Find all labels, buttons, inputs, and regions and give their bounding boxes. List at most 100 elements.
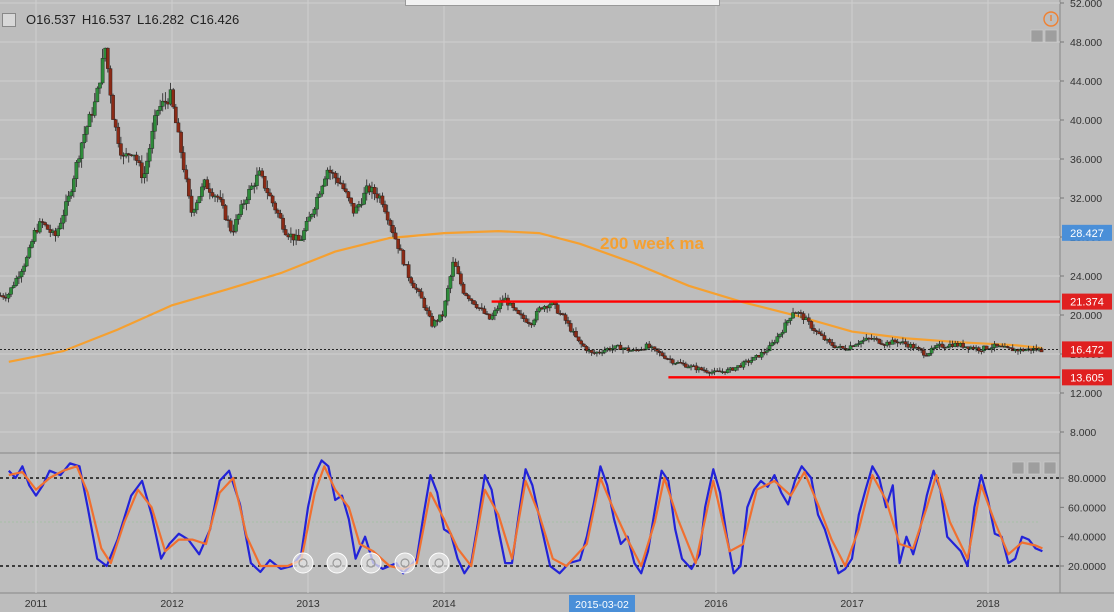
candle-body: [806, 317, 811, 322]
price-tags: 28.427 21.374 16.472 13.605: [1062, 224, 1112, 386]
support-tag-box: [1062, 369, 1112, 386]
candle-body: [85, 126, 89, 135]
stoch-close-icon[interactable]: [1027, 461, 1041, 475]
stoch-tick-label: 60.0000: [1068, 502, 1106, 514]
candle-body: [317, 193, 322, 198]
candle-body: [833, 345, 837, 348]
nav-last-icon[interactable]: [428, 552, 450, 574]
candle-body: [6, 294, 11, 299]
nav-reset-icon[interactable]: [360, 552, 382, 574]
candle-body: [215, 195, 220, 198]
candle-body: [783, 322, 788, 333]
candle-body: [74, 162, 79, 180]
stoch-d-line: [8, 465, 1043, 570]
stoch-maximize-icon-bg: [1043, 461, 1057, 475]
candle-body: [307, 216, 312, 222]
candle-body: [566, 320, 570, 324]
candle-body: [137, 160, 142, 163]
candle-body: [548, 304, 552, 309]
candle-body: [380, 195, 385, 205]
candle-body: [859, 341, 863, 344]
candle-body: [443, 300, 448, 317]
candle-body: [242, 203, 246, 205]
candle-body: [822, 335, 827, 341]
candle-body: [493, 310, 497, 317]
candle-body: [419, 291, 424, 299]
top-tab[interactable]: [405, 0, 720, 6]
stoch-settings-icon-bg: [1011, 461, 1025, 475]
candle-body: [270, 195, 275, 204]
year-tick-label: 2017: [840, 598, 864, 610]
candle-body: [1, 295, 6, 298]
year-tick-label: 2012: [160, 598, 184, 610]
candles: [0, 47, 1044, 377]
candle-body: [801, 313, 806, 320]
candle-body: [108, 68, 113, 96]
candle-body: [72, 178, 76, 193]
candle-body: [932, 347, 937, 349]
candle-body: [775, 336, 780, 343]
candle-body: [268, 192, 272, 197]
candle-body: [521, 314, 526, 319]
candle-body: [762, 352, 767, 354]
candle-body: [589, 350, 594, 353]
candle-body: [95, 87, 100, 103]
candle-body: [780, 332, 785, 335]
candle-body: [406, 264, 411, 278]
candle-body: [524, 318, 529, 323]
open-label: O: [26, 12, 37, 27]
collapse-icon[interactable]: [2, 12, 16, 27]
candle-body: [147, 148, 152, 162]
candle-body: [234, 219, 238, 232]
year-tick-label: 2016: [704, 598, 728, 610]
candle-body: [349, 197, 353, 204]
price-tick-label: 32.000: [1070, 193, 1102, 205]
candle-body: [459, 273, 463, 285]
candle-body: [296, 234, 301, 241]
candle-body: [45, 224, 50, 230]
candle-body: [24, 257, 29, 267]
nav-forward-icon-glyph: [400, 558, 410, 568]
candle-body: [1039, 348, 1044, 353]
stoch-settings-icon[interactable]: [1011, 461, 1025, 475]
ma-value-tag-label: 28.427: [1070, 228, 1104, 240]
candle-body: [935, 345, 939, 348]
candle-body: [385, 211, 390, 221]
candle-body: [223, 205, 228, 220]
alert-icon[interactable]: [1043, 11, 1059, 27]
candle-body: [58, 222, 63, 229]
candle-body: [799, 312, 803, 314]
candle-body: [563, 314, 568, 321]
candle-body: [87, 113, 92, 127]
candle-body: [134, 154, 139, 161]
candle-body: [495, 308, 500, 311]
candle-body: [710, 371, 714, 374]
stoch-maximize-icon[interactable]: [1043, 461, 1057, 475]
candle-body: [189, 195, 194, 213]
candle-body: [255, 174, 259, 186]
nav-reset-icon-glyph: [366, 558, 376, 568]
nav-first-icon[interactable]: [292, 552, 314, 574]
candle-body: [260, 170, 264, 177]
pane-down-icon[interactable]: [1044, 29, 1058, 43]
nav-back-icon[interactable]: [326, 552, 348, 574]
candle-body: [417, 289, 421, 292]
candle-body: [359, 203, 364, 206]
stoch-close-icon-bg: [1027, 461, 1041, 475]
candle-body: [890, 339, 895, 345]
year-tick-label: 2014: [432, 598, 456, 610]
candle-body: [383, 204, 387, 213]
candle-body: [362, 192, 366, 205]
nav-forward-icon[interactable]: [394, 552, 416, 574]
candle-body: [702, 369, 706, 372]
candle-body: [249, 185, 254, 190]
candle-body: [40, 221, 45, 223]
pane-up-icon[interactable]: [1030, 29, 1044, 43]
candle-body: [281, 217, 285, 230]
candle-body: [574, 331, 578, 338]
nav-back-icon-bg: [326, 552, 348, 574]
candle-body: [979, 350, 984, 352]
candle-body: [409, 277, 414, 284]
open-value: 16.537: [36, 12, 76, 27]
candle-body: [752, 356, 756, 361]
